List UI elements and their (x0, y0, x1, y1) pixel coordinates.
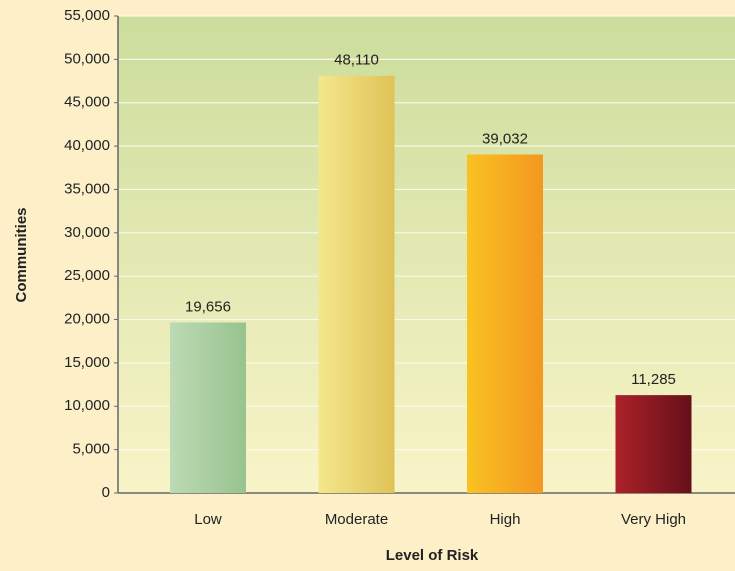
x-tick-label: High (490, 511, 521, 528)
y-tick-label: 20,000 (64, 311, 110, 328)
y-axis-title: Communities (13, 207, 30, 302)
bar (318, 75, 395, 493)
x-tick-label: Moderate (325, 511, 388, 528)
bar (170, 322, 246, 493)
bar (615, 395, 692, 493)
y-tick-label: 30,000 (64, 224, 110, 241)
bar (467, 154, 543, 493)
y-tick-label: 55,000 (64, 7, 110, 24)
data-label: 11,285 (631, 371, 676, 388)
y-tick-label: 25,000 (64, 267, 110, 284)
y-tick-label: 40,000 (64, 137, 110, 154)
x-axis-title: Level of Risk (386, 547, 479, 564)
y-tick-label: 5,000 (72, 441, 110, 458)
data-label: 19,656 (185, 298, 231, 315)
data-label: 48,110 (334, 52, 379, 69)
data-label: 39,032 (482, 130, 528, 147)
y-tick-label: 50,000 (64, 50, 110, 67)
y-tick-label: 0 (102, 484, 110, 501)
y-tick-label: 35,000 (64, 180, 110, 197)
x-tick-label: Low (194, 511, 222, 528)
x-tick-label: Very High (621, 511, 686, 528)
y-tick-label: 15,000 (64, 354, 110, 371)
y-tick-label: 10,000 (64, 397, 110, 414)
y-tick-label: 45,000 (64, 94, 110, 111)
